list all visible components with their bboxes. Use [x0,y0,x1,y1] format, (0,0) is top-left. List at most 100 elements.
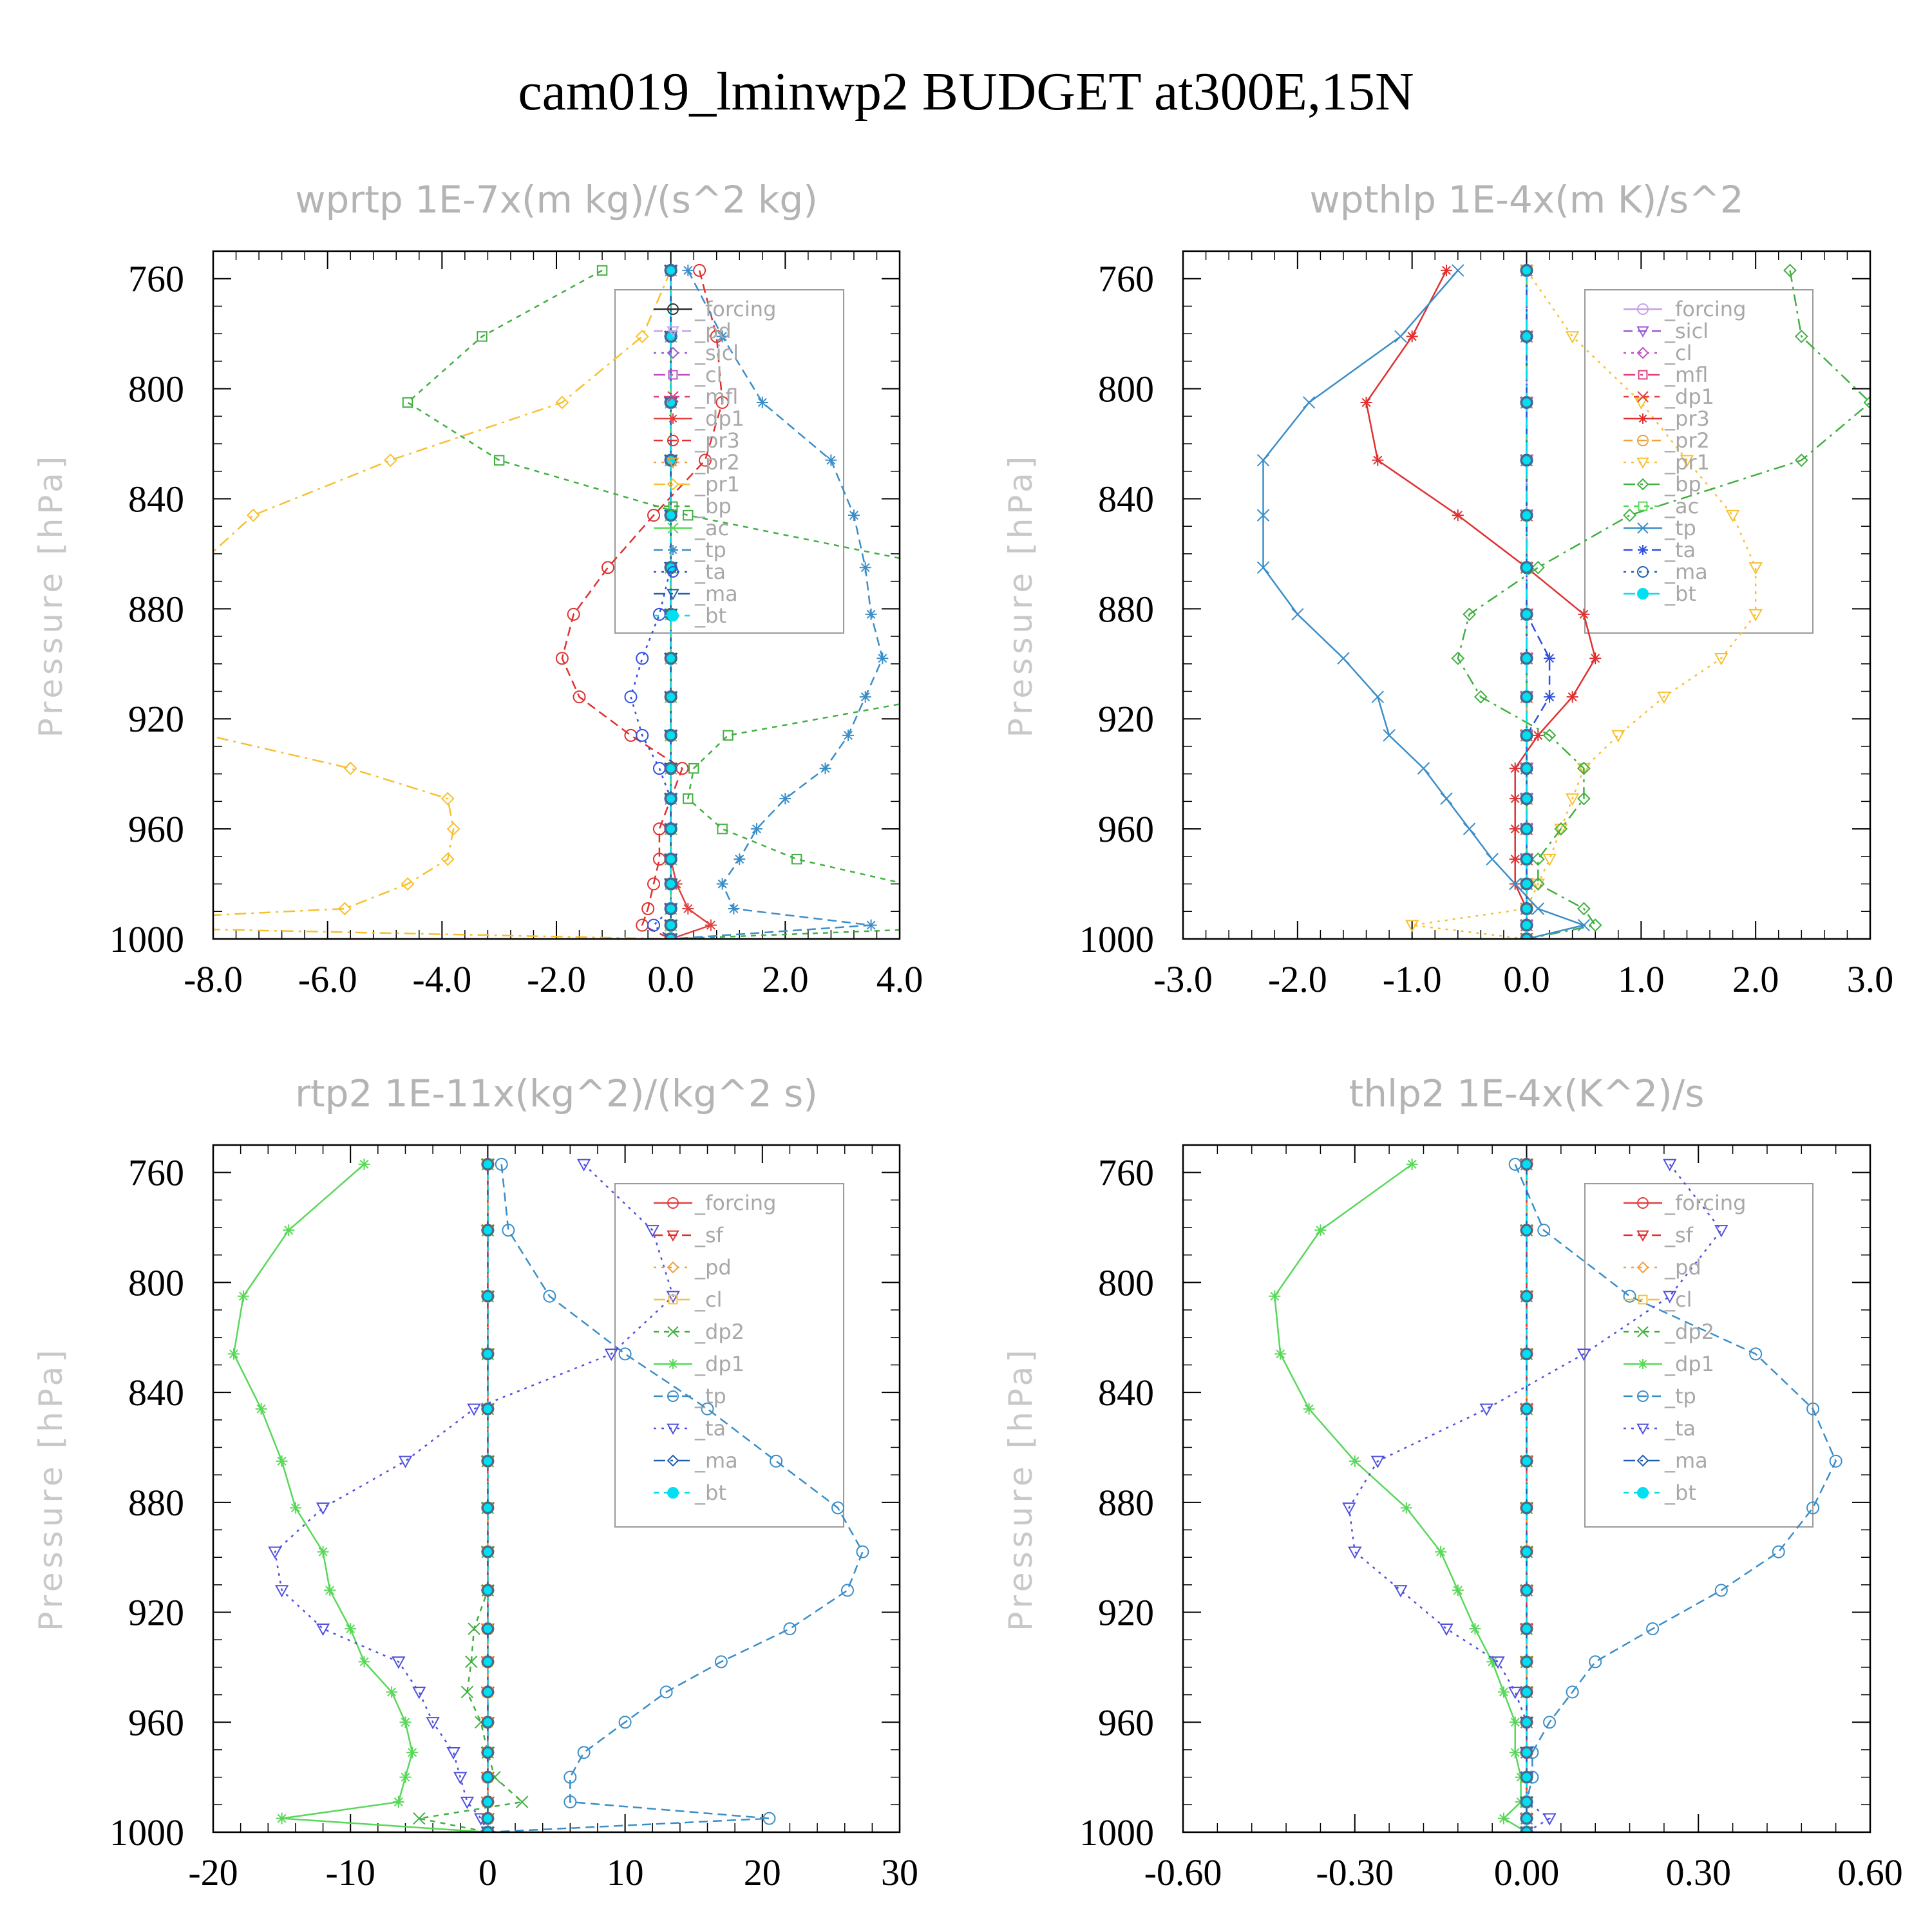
data-point [1497,1812,1510,1824]
series-line-tp [670,270,884,939]
data-point [1314,1224,1327,1236]
data-point [386,1686,398,1698]
data-point [481,1501,494,1514]
data-point [1714,1584,1728,1597]
data-point [1256,453,1270,467]
series-line-bp [1457,270,1870,939]
data-point [1303,1403,1315,1415]
data-point [1589,1655,1602,1669]
data-point [1520,729,1533,742]
data-point [1440,792,1453,805]
data-point [1520,690,1533,703]
series-line-pr1 [1412,270,1757,939]
legend-marker [667,457,679,469]
legend-label-pr2: _pr2 [694,450,740,475]
legend-label-bt: _bt [694,1481,726,1505]
data-point [1520,1622,1533,1635]
series-bp [402,265,900,939]
data-point [716,330,728,343]
data-point [383,453,397,468]
data-point [465,1655,478,1669]
y-tick-label: 840 [128,1372,184,1414]
data-point [1520,1347,1533,1360]
data-point [577,1746,591,1759]
data-point [1531,902,1544,915]
data-point [665,853,677,866]
x-tick-label: -8.0 [184,958,243,1000]
data-point [1520,264,1533,277]
x-tick-label: 10 [607,1852,644,1893]
legend-label-bt: _bt [1664,582,1696,606]
legend-marker [667,522,679,534]
panels-group: wprtp 1E-7x(m kg)/(s^2 kg) Pressure [hPa]… [32,178,1903,1893]
legend-label-ta: _ta [1664,538,1696,562]
data-point [401,877,415,891]
legend-label-pd: _pd [694,319,732,343]
data-point [1544,652,1556,665]
data-point [398,1455,413,1468]
data-point [440,852,455,866]
data-point [1577,762,1591,776]
series-line-tp [488,1164,864,1832]
panel-3: rtp2 1E-11x(kg^2)/(kg^2 s) Pressure [hPa]… [32,1072,918,1893]
data-point [1520,396,1533,409]
data-point [1370,1455,1385,1468]
series-line-pr3 [561,270,723,939]
data-point [1509,1716,1521,1728]
data-point [1491,1656,1505,1669]
series-tp [1256,264,1591,939]
legend-label-bt: _bt [1664,1481,1696,1505]
legend-label-mfl: _mfl [694,384,738,409]
data-point [779,793,791,805]
legend: _forcing _sf _pd _cl _dp2 _dp1 _tp _ta _ma _bt [654,1191,776,1505]
data-point [1783,263,1797,278]
legend-label-pr3: _pr3 [1664,406,1710,431]
data-point [762,1812,776,1825]
data-point [683,509,694,521]
data-point [317,1546,329,1558]
legend-label-bp: _bp [694,494,732,518]
data-point [842,729,855,741]
data-point [543,1289,556,1303]
data-point [412,1687,426,1700]
legend-label-ta: _ta [694,560,726,584]
legend-marker [1637,522,1649,534]
data-point [324,1584,336,1596]
data-point [1577,918,1591,932]
data-point [665,878,677,891]
x-tick-label: 0.0 [647,958,694,1000]
legend-label-pr1: _pr1 [694,472,740,497]
data-point [1469,1623,1481,1635]
panel-title: wpthlp 1E-4x(m K)/s^2 [1309,178,1743,222]
data-point [665,729,677,742]
data-point [274,1585,289,1598]
data-point [1520,1403,1533,1416]
legend-marker [667,435,679,446]
data-point [1611,730,1625,743]
x-tick-label: 3.0 [1847,958,1894,1000]
legend-marker [667,1454,679,1467]
data-point [647,918,661,932]
data-point [604,1349,618,1361]
y-tick-label: 800 [1098,1262,1154,1303]
data-point [246,508,260,522]
y-tick-label: 960 [128,808,184,850]
data-point [1578,608,1590,620]
legend-marker [667,303,679,315]
data-point [865,919,877,931]
data-point [255,1403,267,1415]
legend-marker [667,589,679,601]
data-point [515,1795,529,1808]
x-tick-label: 20 [744,1852,781,1893]
legend-marker [1637,391,1649,402]
y-tick-label: 920 [128,698,184,740]
data-point [1623,508,1636,522]
legend-label-forcing: _forcing [1664,1191,1746,1215]
y-tick-label: 1000 [109,1812,184,1853]
x-tick-label: 30 [881,1852,918,1893]
data-point [715,395,729,409]
legend-marker [1638,1359,1648,1369]
data-point [1520,919,1533,932]
data-point [636,652,649,665]
data-point [446,1747,460,1760]
